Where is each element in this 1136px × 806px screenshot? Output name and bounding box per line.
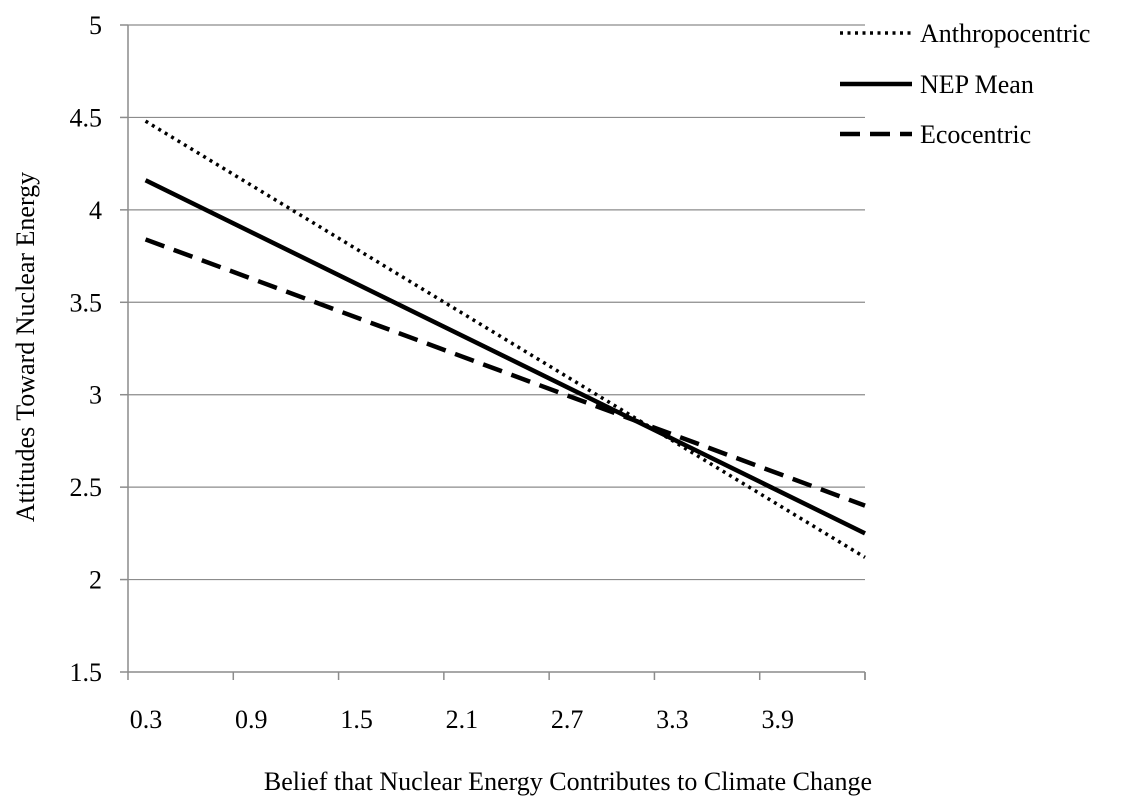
y-tick-label: 4.5: [70, 103, 103, 132]
series-line-anthropocentric: [144, 119, 866, 559]
legend-label: Ecocentric: [920, 120, 1031, 149]
grid-lines: [128, 24, 865, 581]
legend: Anthropocentric NEP Mean Ecocentric: [840, 19, 1090, 149]
y-tick-labels: 1.5 2 2.5 3 3.5 4 4.5 5: [70, 11, 103, 687]
y-tick-label: 5: [89, 11, 102, 40]
series-lines: [144, 119, 866, 559]
legend-label: NEP Mean: [920, 70, 1034, 99]
series-line-ecocentric: [144, 237, 866, 508]
series-line-nep-mean: [144, 178, 866, 536]
x-tick-label: 3.9: [761, 705, 794, 734]
y-axis-title: Attitudes Toward Nuclear Energy: [11, 172, 40, 522]
axes: [120, 24, 866, 680]
x-tick-label: 2.7: [551, 705, 584, 734]
x-tick-label: 0.3: [130, 705, 163, 734]
y-tick-label: 2.5: [70, 473, 103, 502]
x-tick-label: 0.9: [235, 705, 268, 734]
x-tick-label: 3.3: [656, 705, 689, 734]
y-tick-label: 3.5: [70, 288, 103, 317]
y-tick-label: 4: [89, 196, 102, 225]
legend-label: Anthropocentric: [920, 19, 1090, 48]
x-axis-title: Belief that Nuclear Energy Contributes t…: [264, 767, 872, 796]
y-tick-label: 2: [89, 566, 102, 595]
x-tick-label: 1.5: [340, 705, 373, 734]
x-tick-labels: 0.3 0.9 1.5 2.1 2.7 3.3 3.9: [130, 705, 794, 734]
y-tick-label: 1.5: [70, 658, 103, 687]
y-tick-label: 3: [89, 381, 102, 410]
x-tick-label: 2.1: [446, 705, 479, 734]
